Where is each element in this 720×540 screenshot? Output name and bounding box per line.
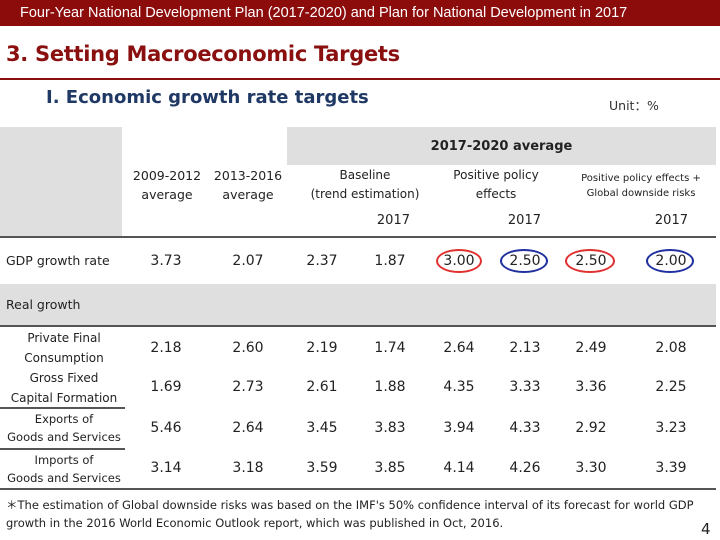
row-value: 5.46 [150,420,182,436]
row-value: 1.88 [374,379,406,395]
row-value: 2.60 [232,340,264,356]
gdp-value: 1.87 [374,253,406,269]
header-banner: Four-Year National Development Plan (201… [0,0,720,26]
row-value: 2.61 [306,379,338,395]
gdp-value: 2.37 [306,253,338,269]
row-value: 3.85 [374,460,406,476]
row-rule [0,407,125,409]
year-2017-baseline: 2017 [376,213,410,228]
row-value: 2.64 [443,340,475,356]
row-value: 2.64 [232,420,264,436]
row-value: 2.19 [306,340,338,356]
year-2017-global: 2017 [654,213,688,228]
row-value: 2.08 [655,340,687,356]
row-value: 2.13 [509,340,541,356]
table-bottom-rule [0,488,716,490]
row-label: Exports of Goods and Services [7,412,121,444]
real-growth-label: Real growth [6,297,81,312]
year-2017-positive: 2017 [507,213,541,228]
footnote: ＊The estimation of Global downside risks… [6,498,694,530]
row-value: 2.18 [150,340,182,356]
row-label: Private Final Consumption [24,331,104,365]
row-value: 4.35 [443,379,475,395]
highlight-oval-red [436,249,482,273]
col-header-positive-global: Positive policy effects + Global downsid… [581,173,701,199]
row-label: Imports of Goods and Services [7,453,121,485]
row-label: Gross Fixed Capital Formation [10,371,118,405]
row-value: 4.26 [509,460,541,476]
row-value: 4.33 [509,420,541,436]
subtitle: I. Economic growth rate targets [46,87,369,108]
row-value: 3.36 [575,379,607,395]
row-value: 2.73 [232,379,264,395]
col-header-2009: 2009-2012 average [132,168,202,202]
col-header-baseline: Baseline (trend estimation) [310,168,420,201]
row-value: 3.94 [443,420,475,436]
row-value: 3.45 [306,420,338,436]
group-header: 2017-2020 average [430,139,573,154]
row-value: 3.33 [509,379,541,395]
row-value: 1.69 [150,379,182,395]
real-growth-shade [0,284,716,326]
header-shade-label [0,127,122,237]
row-value: 3.18 [232,460,264,476]
row-value: 4.14 [443,460,475,476]
row-value: 2.25 [655,379,687,395]
row-rule [0,448,125,450]
col-header-positive: Positive policy effects [453,168,539,201]
highlight-oval-blue [646,249,694,273]
row-value: 3.23 [655,420,687,436]
gdp-value: 3.73 [150,253,182,269]
col-header-2013: 2013-2016 average [213,168,283,202]
row-value: 3.39 [655,460,687,476]
row-value: 3.83 [374,420,406,436]
gdp-value: 2.07 [232,253,264,269]
highlight-oval-red [565,249,615,273]
title-divider [0,78,720,80]
row-value: 3.30 [575,460,607,476]
row-value: 2.49 [575,340,607,356]
row-value: 1.74 [374,340,406,356]
header-shade-group [287,127,716,165]
section-title: 3. Setting Macroeconomic Targets [6,42,400,66]
header-rule [0,236,716,238]
highlight-oval-blue [500,249,548,273]
row-value: 2.92 [575,420,607,436]
page-number: 4 [701,520,711,538]
real-growth-rule [0,325,716,327]
gdp-row-label: GDP growth rate [6,253,110,268]
unit-label: Unit：% [609,98,659,113]
row-value: 3.14 [150,460,182,476]
row-value: 3.59 [306,460,338,476]
